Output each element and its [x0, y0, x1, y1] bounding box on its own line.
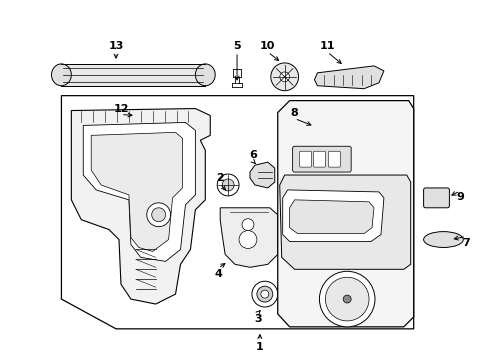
Text: 2: 2: [216, 173, 224, 183]
Text: 5: 5: [233, 41, 241, 51]
Polygon shape: [61, 96, 413, 329]
Polygon shape: [71, 109, 210, 304]
Polygon shape: [83, 122, 195, 261]
Ellipse shape: [195, 64, 215, 86]
Circle shape: [325, 277, 368, 321]
Circle shape: [251, 281, 277, 307]
Circle shape: [151, 208, 165, 222]
Circle shape: [256, 286, 272, 302]
Text: 7: 7: [462, 238, 469, 248]
Polygon shape: [282, 190, 383, 242]
Polygon shape: [314, 66, 383, 89]
Text: 1: 1: [256, 342, 263, 352]
Circle shape: [343, 295, 350, 303]
FancyBboxPatch shape: [315, 129, 328, 146]
Text: 8: 8: [290, 108, 298, 117]
Text: 13: 13: [108, 41, 123, 51]
Polygon shape: [279, 175, 410, 269]
Circle shape: [270, 63, 298, 91]
Circle shape: [146, 203, 170, 227]
Ellipse shape: [423, 231, 462, 247]
FancyBboxPatch shape: [332, 129, 346, 146]
FancyBboxPatch shape: [61, 64, 205, 86]
Circle shape: [242, 219, 253, 231]
Circle shape: [239, 231, 256, 248]
FancyBboxPatch shape: [292, 146, 350, 172]
Circle shape: [260, 290, 268, 298]
Text: 4: 4: [214, 269, 222, 279]
FancyBboxPatch shape: [298, 129, 312, 146]
Text: 12: 12: [113, 104, 128, 113]
Circle shape: [319, 271, 374, 327]
Polygon shape: [91, 132, 182, 251]
Text: 3: 3: [254, 314, 261, 324]
FancyBboxPatch shape: [299, 151, 311, 167]
Ellipse shape: [51, 64, 71, 86]
Polygon shape: [249, 162, 274, 188]
FancyBboxPatch shape: [423, 188, 448, 208]
Text: 9: 9: [455, 192, 463, 202]
Polygon shape: [277, 100, 413, 327]
FancyBboxPatch shape: [313, 151, 325, 167]
FancyBboxPatch shape: [292, 123, 350, 152]
Polygon shape: [289, 200, 373, 234]
Circle shape: [222, 179, 234, 191]
Circle shape: [217, 174, 239, 196]
Text: 10: 10: [260, 41, 275, 51]
Polygon shape: [220, 208, 277, 267]
Text: 11: 11: [319, 41, 334, 51]
Circle shape: [279, 72, 289, 82]
FancyBboxPatch shape: [327, 151, 340, 167]
Text: 6: 6: [248, 150, 256, 160]
